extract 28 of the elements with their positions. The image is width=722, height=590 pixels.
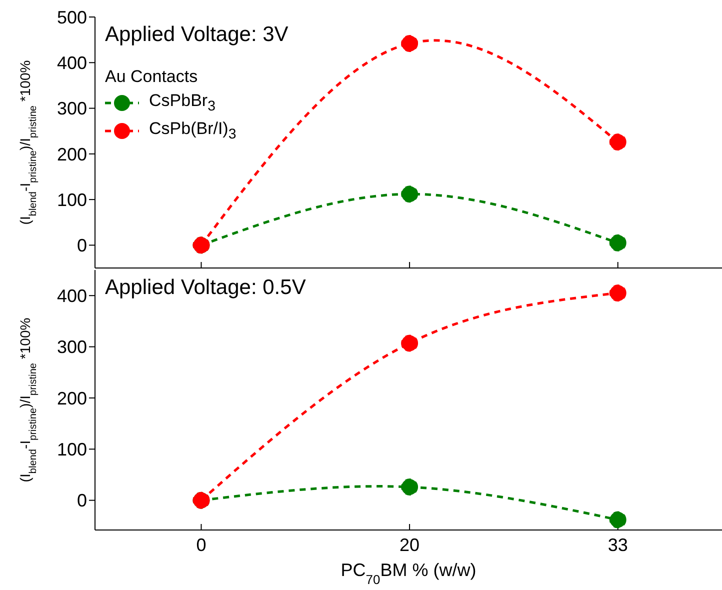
point	[401, 334, 418, 352]
point	[401, 34, 418, 52]
point	[609, 134, 626, 151]
legend-title: Au Contacts	[105, 67, 199, 87]
x-axis-title: PC$_{70}$BM % (w/w)	[340, 560, 476, 586]
legend-label: CsPb(Br/I)$_{3}$	[149, 119, 236, 143]
annotation: Applied Voltage: 3V	[105, 23, 288, 47]
x-tick-label: 0	[196, 534, 206, 555]
y-tick-label: 100	[56, 440, 87, 460]
y-tick-label: 300	[56, 337, 87, 358]
y-tick-label: 0	[76, 236, 87, 256]
y-tick-label: 400	[56, 53, 87, 74]
point	[401, 186, 418, 203]
y-tick-label: 300	[56, 98, 87, 119]
y-tick-label: 200	[56, 144, 87, 164]
x-tick-label: 20	[400, 534, 420, 555]
point	[609, 511, 626, 528]
x-tick-label: 33	[608, 534, 628, 555]
y-tick-label: 500	[56, 7, 87, 28]
legend-label: CsPbBr$_{3}$	[149, 91, 216, 115]
point	[609, 284, 626, 302]
y-tick-label: 200	[56, 388, 87, 408]
y-tick-label: 0	[76, 490, 87, 511]
y-tick-label: 100	[56, 190, 87, 210]
point	[609, 234, 626, 252]
annotation: Applied Voltage: 0.5V	[105, 276, 306, 300]
y-tick-label: 400	[56, 286, 87, 306]
point	[401, 478, 418, 496]
